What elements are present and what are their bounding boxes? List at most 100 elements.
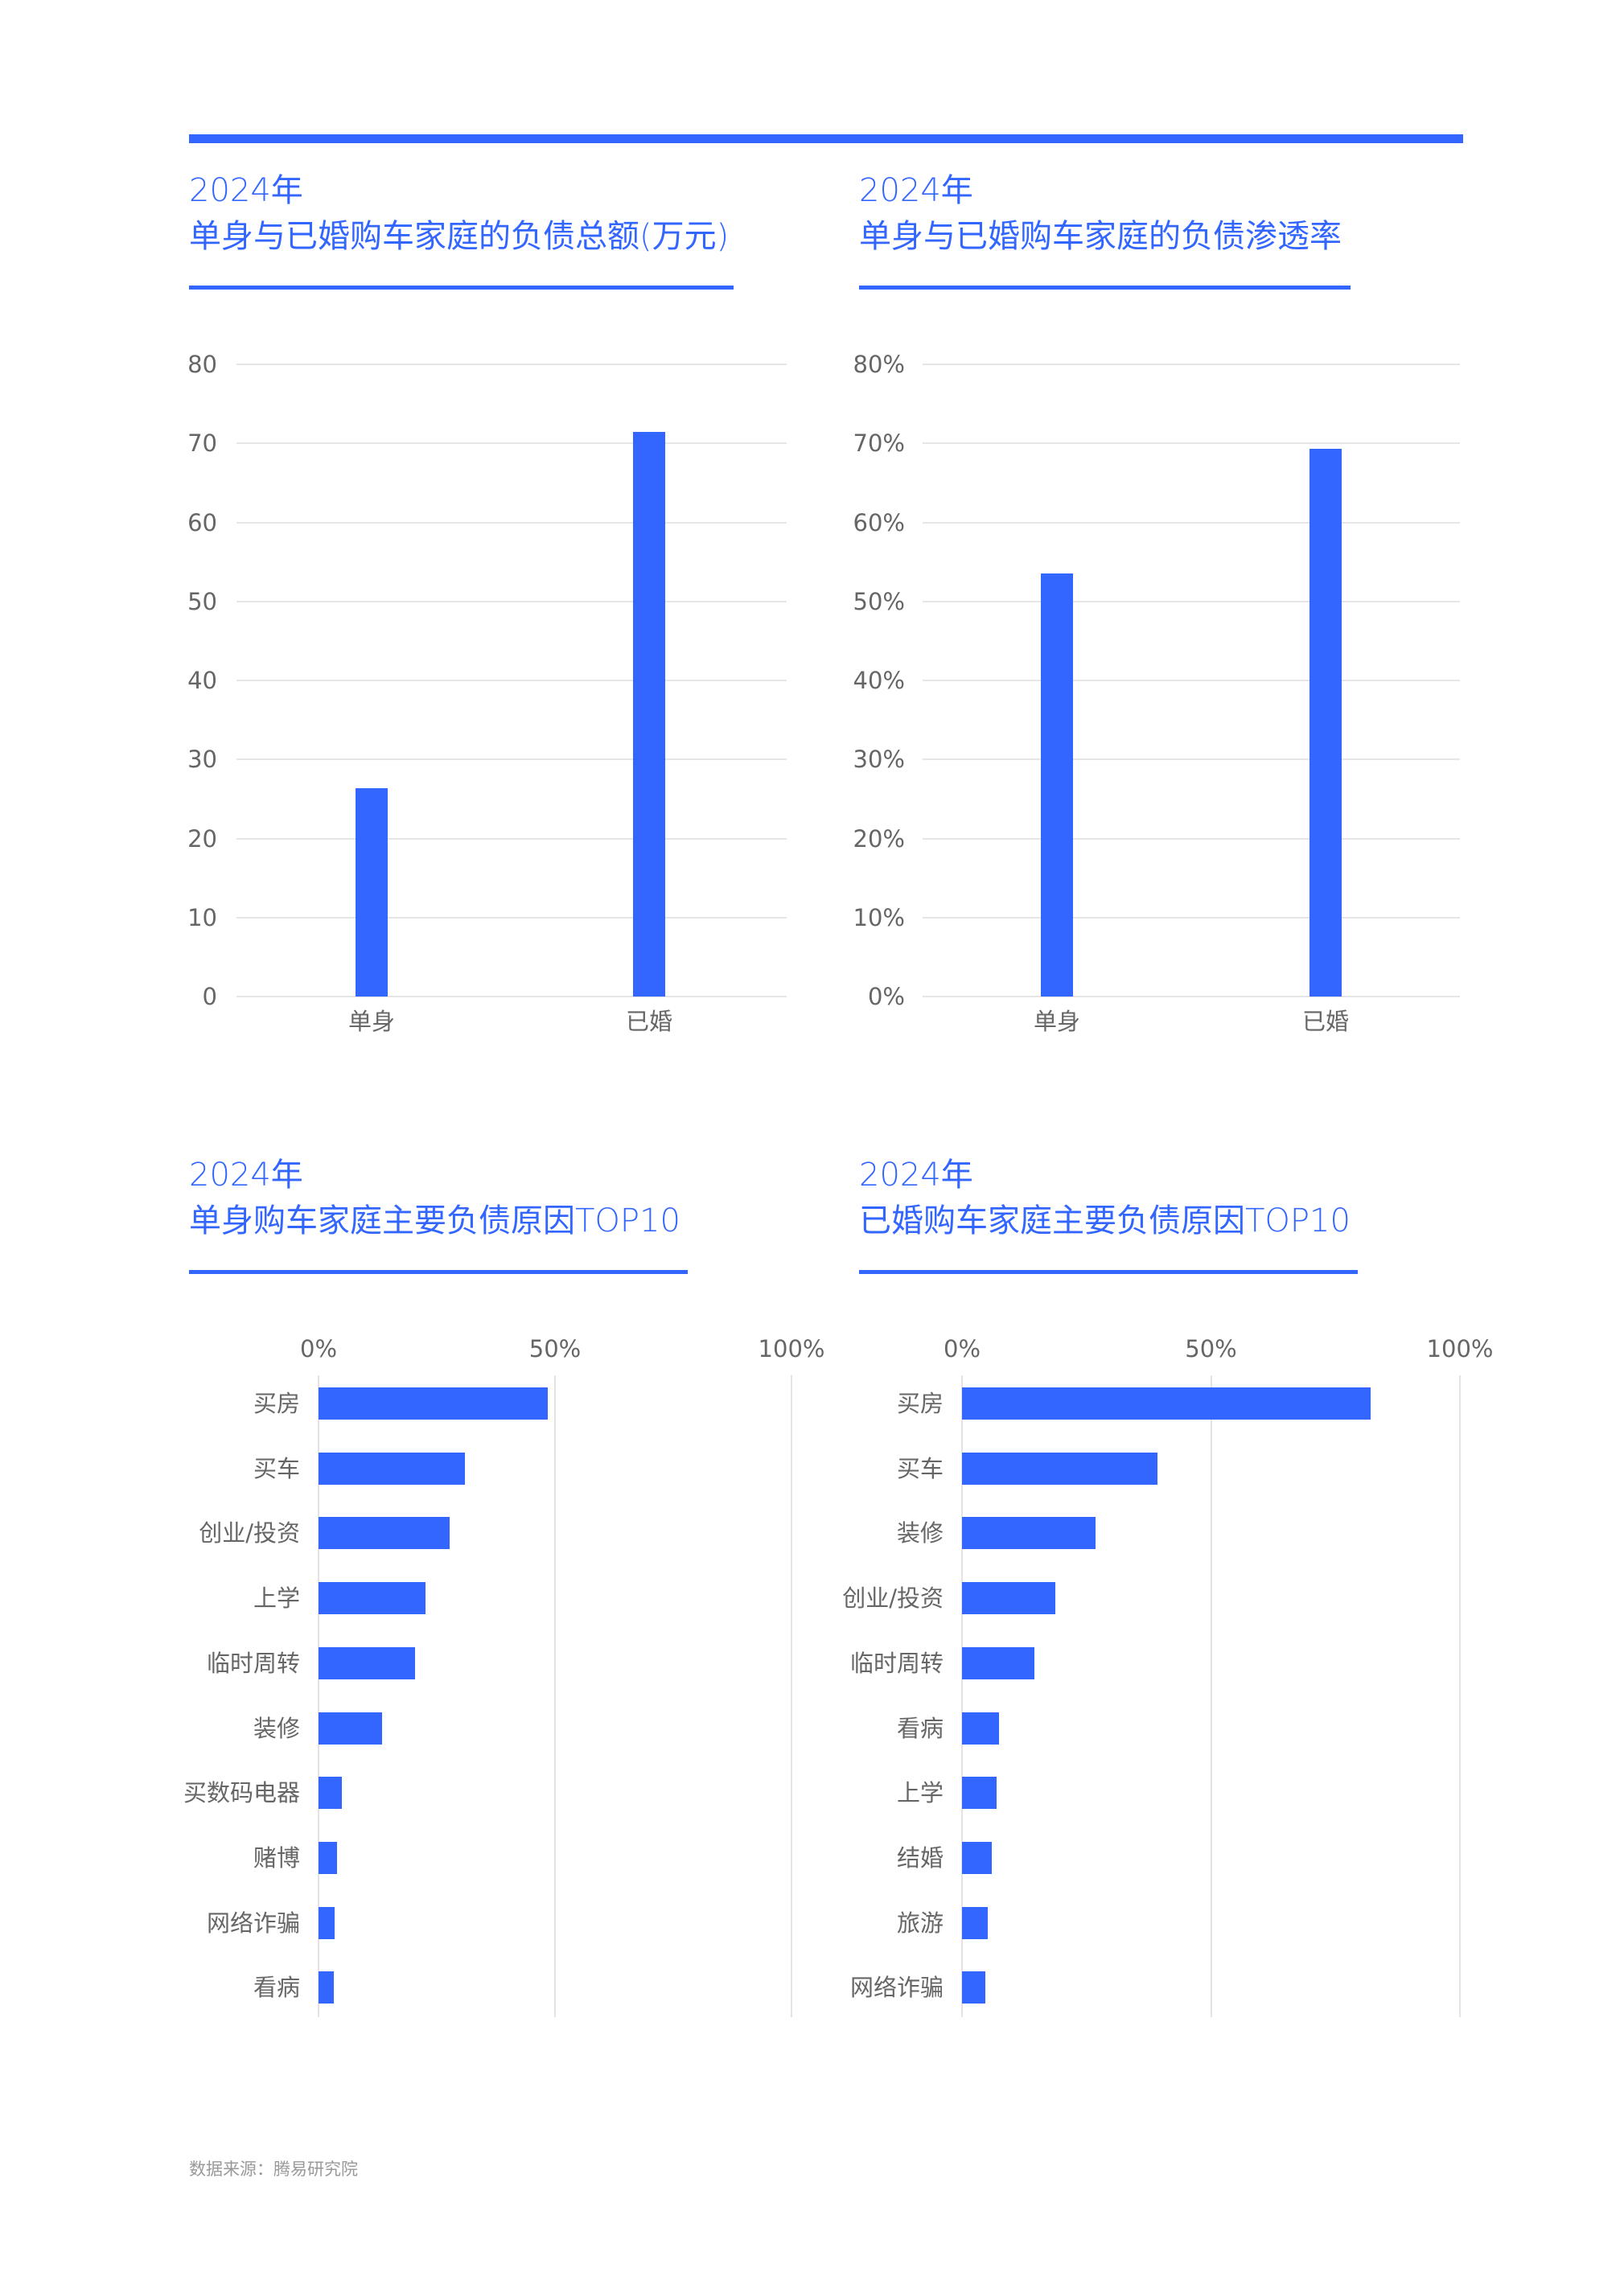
y-category-label: 看病 [896,1714,944,1742]
y-tick-label: 50 [187,587,217,615]
bar-9 [962,1971,986,2004]
bar-2 [962,1517,1096,1550]
gridline [923,837,1460,840]
y-tick-label: 10% [853,903,905,931]
bar-4 [962,1646,1034,1679]
gridline [791,1375,792,2017]
y-tick-label: 30 [187,746,217,774]
y-category-label: 赌博 [253,1843,300,1872]
gridline [961,1375,963,2017]
y-tick-label: 80% [853,351,905,378]
y-category-label: 临时周转 [849,1649,944,1677]
gridline [236,837,787,840]
x-tick-label: 0% [943,1335,981,1362]
bar-7 [319,1841,337,1874]
bar-5 [962,1712,999,1745]
bar-3 [962,1582,1056,1615]
chart2-title: 单身与已婚购车家庭的负债渗透率 [859,218,1342,255]
y-tick-label: 30% [853,746,905,774]
y-category-label: 网络诈骗 [206,1909,300,1937]
y-category-label: 临时周转 [206,1649,300,1677]
x-tick-label: 100% [758,1335,825,1362]
x-category-label: 已婚 [625,1008,673,1035]
bar-9 [319,1971,335,2004]
chart2-title-underline [859,286,1351,290]
bar-7 [962,1841,993,1874]
x-category-label: 单身 [347,1008,396,1035]
y-category-label: 结婚 [896,1843,944,1872]
gridline [236,521,787,524]
x-tick-label: 0% [299,1335,338,1362]
bar-5 [319,1712,382,1745]
gridline [1459,1375,1461,2017]
gridline [923,600,1460,602]
y-tick-label: 20% [853,824,905,853]
chart1-title-year: 2024年 [189,172,303,209]
bar-6 [319,1777,342,1810]
y-tick-label: 70% [853,429,905,458]
bar-0 [319,1387,549,1420]
y-category-label: 买车 [253,1454,300,1482]
gridline [923,758,1460,761]
bar-4 [319,1646,415,1679]
bar-3 [319,1582,426,1615]
gridline [236,680,787,681]
y-category-label: 装修 [253,1714,300,1742]
chart1-title: 单身与已婚购车家庭的负债总额(万元) [189,218,730,255]
gridline [1210,1375,1212,2017]
y-tick-label: 20 [187,824,217,853]
y-category-label: 买车 [896,1454,944,1482]
chart4-title-underline [859,1270,1358,1274]
y-category-label: 买房 [896,1390,944,1417]
bar-2 [319,1517,450,1550]
x-tick-label: 50% [528,1335,582,1362]
gridline [236,364,787,365]
gridline [923,364,1460,365]
y-category-label: 旅游 [896,1909,944,1937]
x-category-label: 单身 [1033,1008,1081,1035]
bar-0 [962,1387,1371,1420]
y-tick-label: 60% [853,508,905,536]
bar-1 [962,1452,1158,1485]
bar-0 [356,787,388,997]
bar-6 [962,1777,997,1810]
y-category-label: 上学 [253,1584,300,1613]
y-tick-label: 80 [187,351,217,378]
chart3-title: 单身购车家庭主要负债原因TOP10 [189,1202,680,1239]
bar-8 [319,1906,335,1939]
gridline [236,442,787,445]
y-category-label: 买房 [253,1390,300,1417]
chart2-title-year: 2024年 [859,172,973,209]
chart4-title-year: 2024年 [859,1157,973,1194]
chart3-title-year: 2024年 [189,1157,303,1194]
gridline [236,600,787,602]
bar-1 [633,432,665,997]
gridline [554,1375,556,2017]
y-category-label: 上学 [896,1779,944,1807]
top-accent-bar [189,134,1463,143]
y-tick-label: 0% [867,983,905,1010]
y-tick-label: 70 [187,429,217,458]
y-category-label: 创业/投资 [842,1584,944,1613]
gridline [923,680,1460,681]
gridline [923,521,1460,524]
bar-0 [1041,573,1073,997]
x-tick-label: 100% [1426,1335,1494,1362]
y-category-label: 看病 [253,1974,300,2002]
chart3-title-underline [189,1270,688,1274]
gridline [318,1375,319,2017]
y-category-label: 买数码电器 [183,1779,300,1807]
bar-1 [1309,449,1342,997]
chart4-title: 已婚购车家庭主要负债原因TOP10 [859,1202,1351,1239]
bar-8 [962,1906,989,1939]
x-category-label: 已婚 [1301,1008,1350,1035]
gridline [923,996,1460,997]
y-tick-label: 40 [187,667,217,694]
x-tick-label: 50% [1185,1335,1237,1362]
y-tick-label: 40% [853,667,905,694]
y-tick-label: 60 [187,508,217,536]
gridline [236,916,787,919]
data-source-footer: 数据来源：腾易研究院 [189,2160,358,2179]
gridline [923,442,1460,445]
y-tick-label: 10 [187,903,217,931]
